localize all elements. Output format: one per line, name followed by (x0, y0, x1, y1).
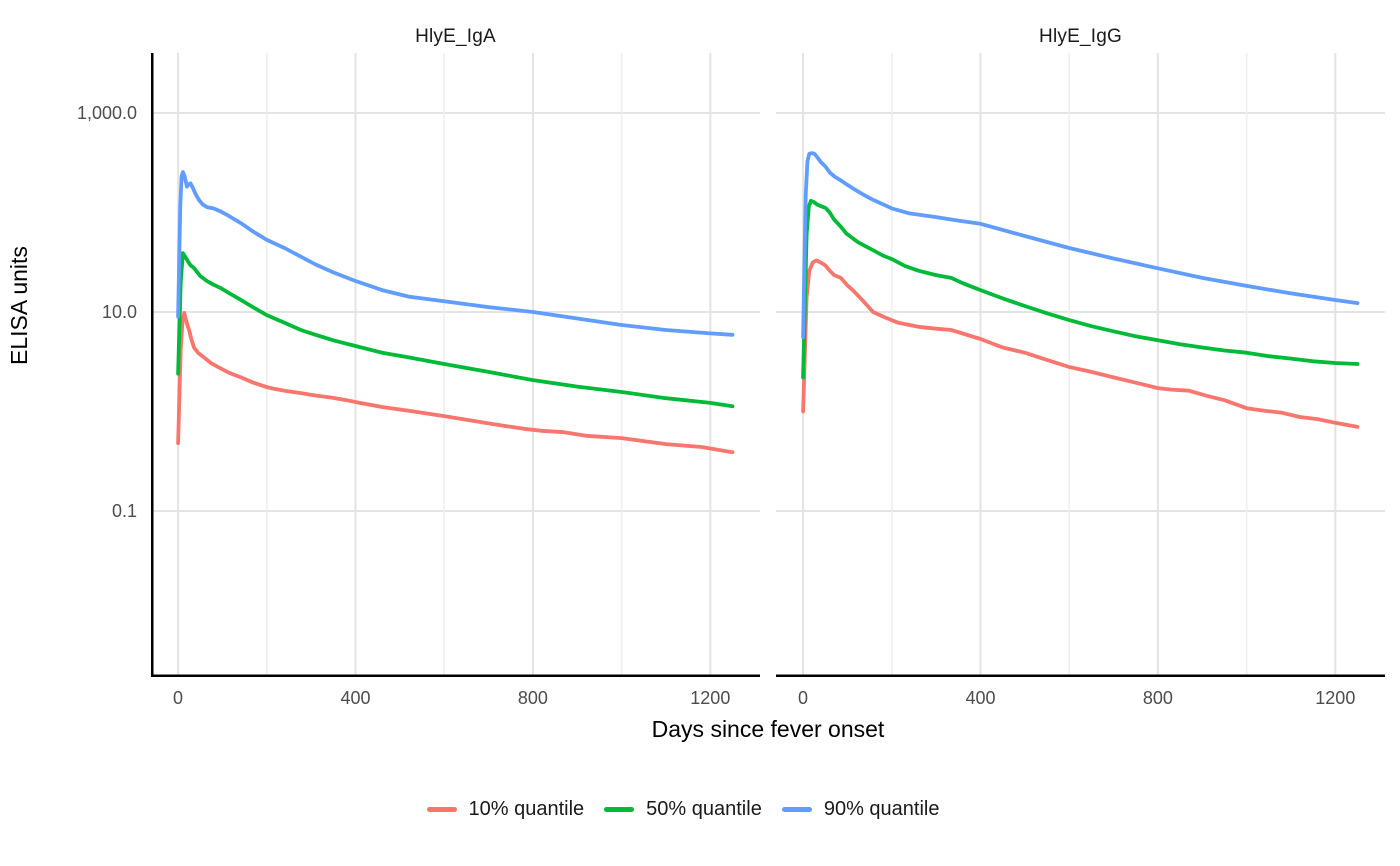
facet-title-hlye-iga: HlyE_IgA (415, 26, 496, 47)
x-tick-label: 800 (1142, 688, 1173, 708)
x-tick-label: 800 (517, 688, 548, 708)
line-green-HlyE_IgA (176, 251, 735, 409)
legend-line-swatch-blue (781, 807, 812, 812)
panel-canvas-iga (151, 53, 760, 677)
legend-label: 90% quantile (823, 798, 940, 820)
legend-line-swatch-red (426, 807, 457, 812)
x-tick-label: 0 (173, 688, 184, 708)
line-red-HlyE_IgG (801, 258, 1360, 429)
x-axis-title: Days since fever onset (651, 716, 885, 742)
plot-panel-hlye-igg (776, 53, 1385, 677)
x-tick-label: 400 (965, 688, 996, 708)
line-red-HlyE_IgA (176, 311, 735, 455)
panel-canvas-igg (776, 53, 1385, 677)
facet-title-hlye-igg: HlyE_IgG (1039, 26, 1122, 47)
plot-panel-hlye-iga (151, 53, 760, 677)
legend-item-90-quantile: 90% quantile (781, 798, 940, 821)
line-green-HlyE_IgG (801, 198, 1360, 380)
legend: 10% quantile 50% quantile 90% quantile (0, 798, 1383, 821)
legend-label: 10% quantile (468, 798, 585, 820)
y-tick-label: 0.1 (111, 501, 137, 522)
x-tick-label: 1200 (690, 688, 731, 708)
x-tick-label: 400 (340, 688, 371, 708)
y-tick-label: 1,000.0 (76, 103, 137, 123)
legend-item-10-quantile: 10% quantile (426, 798, 585, 821)
line-blue-HlyE_IgG (801, 151, 1360, 339)
y-tick-label: 10.0 (101, 302, 137, 322)
legend-label: 50% quantile (646, 798, 762, 820)
legend-item-50-quantile: 50% quantile (604, 798, 762, 821)
line-blue-HlyE_IgA (176, 170, 735, 337)
x-tick-label: 1200 (1315, 688, 1356, 708)
legend-line-swatch-green (604, 807, 635, 812)
x-tick-label: 0 (798, 688, 809, 708)
